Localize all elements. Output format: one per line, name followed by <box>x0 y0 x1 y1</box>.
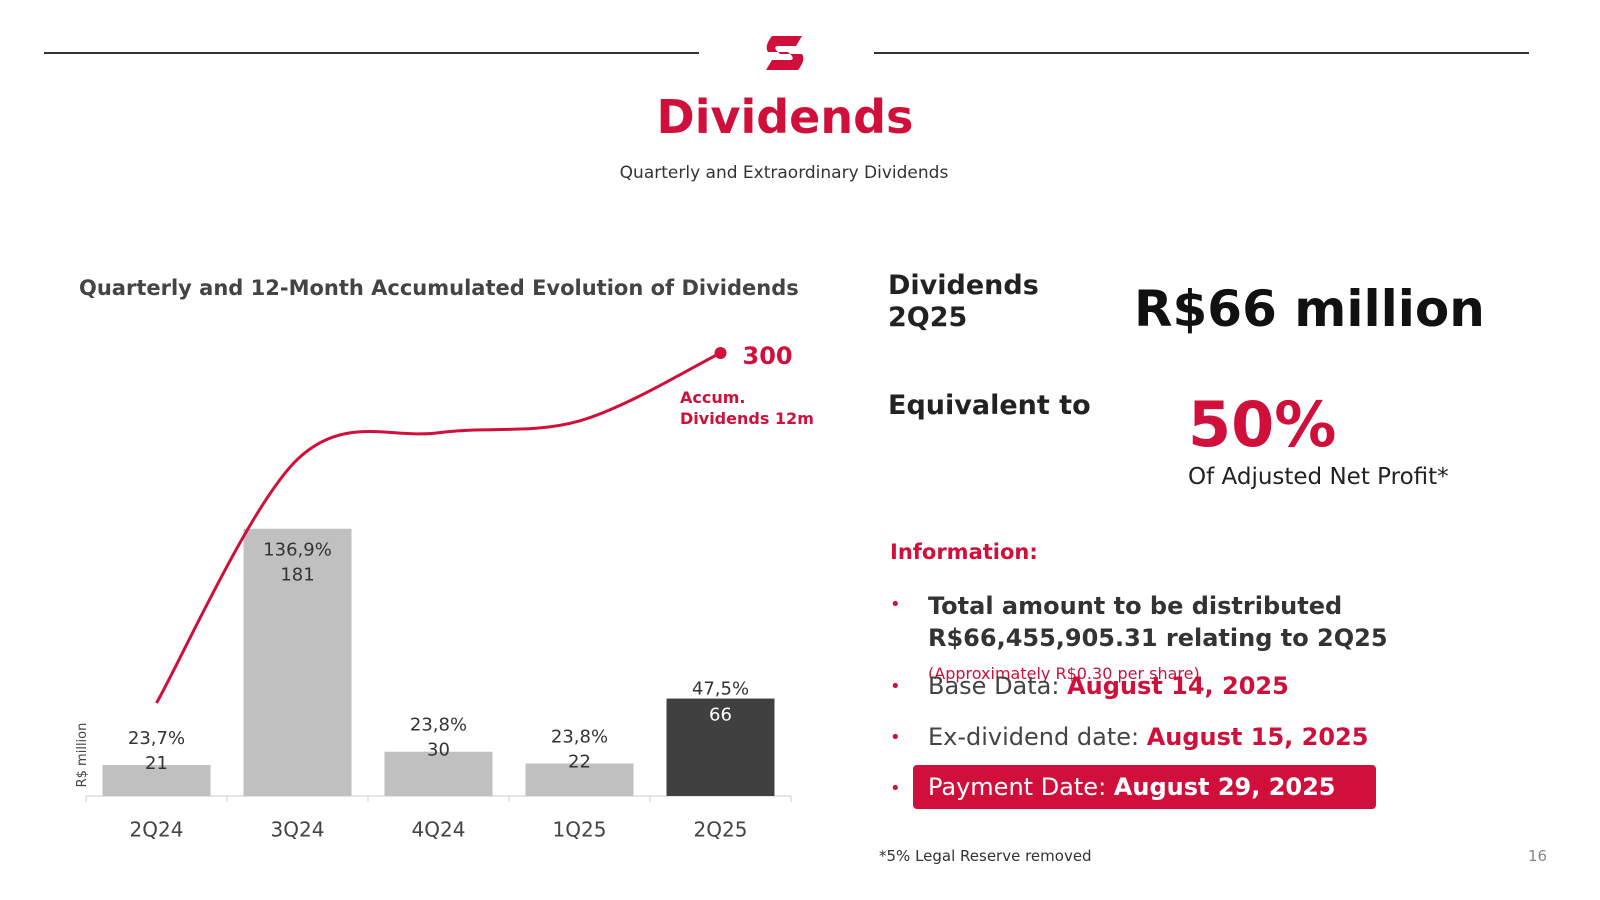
payout-label: 136,9% <box>263 540 332 561</box>
rule-left <box>44 52 699 54</box>
page-title: Dividends <box>656 90 914 144</box>
info-label: Base Data: <box>928 672 1060 700</box>
line-value-label: 300 <box>743 342 793 370</box>
bar-value-label: 22 <box>568 752 591 773</box>
x-tick-label: 3Q24 <box>271 818 325 842</box>
dividend-label: Dividends 2Q25 <box>888 270 1039 334</box>
line-legend-text: Accum. Dividends 12m <box>680 388 814 428</box>
bar-value-label: 66 <box>709 705 732 726</box>
info-item: • Ex-dividend date: August 15, 2025 <box>890 723 1369 751</box>
bar-value-label: 21 <box>145 753 168 774</box>
chart-title: Quarterly and 12-Month Accumulated Evolu… <box>79 276 799 300</box>
x-tick-label: 2Q25 <box>694 818 748 842</box>
bar <box>102 764 211 796</box>
page-number: 16 <box>1528 847 1548 865</box>
bar-value-label: 30 <box>427 740 450 761</box>
x-tick-label: 2Q24 <box>130 818 184 842</box>
footnote: *5% Legal Reserve removed <box>879 847 1092 865</box>
info-date: August 29, 2025 <box>1113 773 1336 801</box>
line-end-point <box>714 347 727 359</box>
payout-label: 23,8% <box>551 727 608 748</box>
rule-right <box>874 52 1529 54</box>
info-date: August 15, 2025 <box>1146 723 1369 751</box>
info-label: Payment Date: <box>928 773 1107 801</box>
bar <box>666 698 775 796</box>
y-axis-label: R$ million <box>75 723 90 788</box>
payout-label: 23,8% <box>410 715 467 736</box>
bar <box>384 751 493 796</box>
bar-value-label: 181 <box>280 565 314 586</box>
info-note: (Approximately R$0.30 per share) <box>928 663 1200 683</box>
bar <box>525 763 634 796</box>
info-heading: Information: <box>890 540 1038 564</box>
x-tick-label: 1Q25 <box>553 818 607 842</box>
page-subtitle: Quarterly and Extraordinary Dividends <box>619 163 949 183</box>
accum-line <box>155 351 722 704</box>
chart: Quarterly and 12-Month Accumulated Evolu… <box>75 276 814 842</box>
bar <box>243 528 352 796</box>
x-tick-label: 4Q24 <box>412 818 466 842</box>
info-label: Ex-dividend date: <box>928 723 1140 751</box>
info-item: • Base Data: August 14, 2025 <box>890 672 1289 700</box>
payment-highlight: Payment Date: August 29, 2025 <box>913 765 1376 809</box>
info-text: Total amount to be distributed R$66,455,… <box>928 592 1388 653</box>
info-item: • Total amount to be distributed R$66,45… <box>890 592 1388 683</box>
payout-label: 23,7% <box>128 728 185 749</box>
info-date: August 14, 2025 <box>1067 672 1289 700</box>
payout-label: 47,5% <box>692 679 749 700</box>
dividend-amount: R$66 million <box>1134 280 1485 338</box>
payout-caption: Of Adjusted Net Profit* <box>1188 464 1449 490</box>
payout-percent: 50% <box>1188 388 1337 461</box>
equivalent-label: Equivalent to <box>888 390 1091 421</box>
line-legend: Accum. Dividends 12m <box>680 388 814 428</box>
info-item: • <box>890 778 901 799</box>
logo <box>766 36 804 70</box>
